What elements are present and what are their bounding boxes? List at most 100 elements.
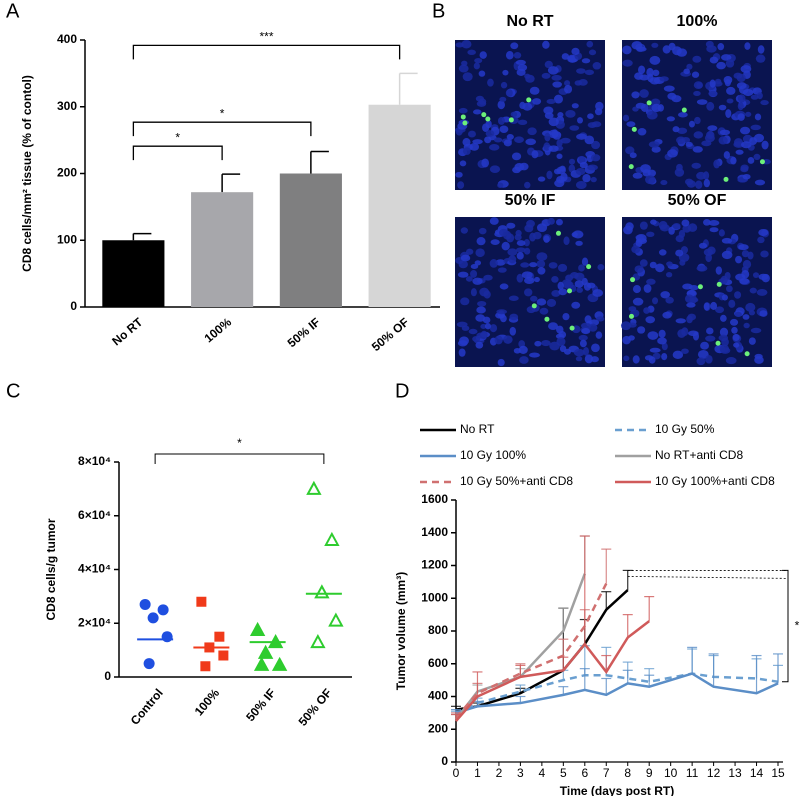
- nucleus: [634, 72, 644, 80]
- nucleus: [631, 91, 640, 99]
- nucleus: [674, 168, 685, 177]
- nucleus: [553, 94, 563, 104]
- nucleus: [733, 342, 740, 348]
- y-tick-label: 0: [441, 754, 448, 768]
- nucleus: [532, 98, 542, 105]
- nucleus: [643, 307, 651, 314]
- nucleus: [576, 133, 587, 140]
- point: [257, 644, 274, 659]
- nucleus: [592, 62, 602, 70]
- nucleus: [569, 125, 580, 131]
- nucleus: [667, 149, 678, 158]
- nucleus: [737, 113, 745, 121]
- nucleus: [743, 322, 750, 329]
- nucleus: [721, 237, 733, 244]
- nucleus: [720, 314, 727, 322]
- cd8-cell: [631, 126, 637, 132]
- cd8-cell: [744, 351, 750, 357]
- cd8-cell: [697, 284, 703, 290]
- nucleus: [645, 175, 656, 185]
- nucleus: [697, 349, 709, 359]
- nucleus: [458, 348, 466, 357]
- nucleus: [459, 160, 467, 167]
- y-tick-label: 8×10⁴: [78, 454, 111, 468]
- nucleus: [728, 299, 736, 308]
- cd8-cell: [646, 100, 652, 106]
- nucleus: [507, 248, 518, 256]
- nucleus: [725, 285, 733, 293]
- nucleus: [544, 60, 553, 69]
- nucleus: [587, 113, 594, 120]
- nucleus: [474, 260, 482, 266]
- nucleus: [716, 61, 726, 70]
- cd8-cell: [462, 120, 468, 126]
- nucleus: [735, 149, 744, 155]
- significance-bracket: [132, 44, 401, 60]
- legend-label: 10 Gy 100%+anti CD8: [655, 474, 775, 488]
- nucleus: [662, 45, 671, 54]
- nucleus: [590, 356, 599, 363]
- nucleus: [639, 221, 648, 230]
- nucleus: [543, 142, 551, 151]
- nucleus: [651, 146, 661, 153]
- nucleus: [564, 84, 573, 94]
- cd8-cell: [630, 277, 636, 283]
- nucleus: [489, 259, 498, 268]
- nucleus: [499, 96, 507, 102]
- nucleus: [591, 140, 601, 150]
- nucleus: [652, 297, 659, 305]
- nucleus: [473, 62, 480, 70]
- x-tick-label: 50% IF: [285, 315, 323, 350]
- nucleus: [726, 98, 734, 104]
- nucleus: [694, 116, 701, 125]
- micrograph-title: 50% OF: [668, 192, 727, 209]
- x-tick-label: 9: [646, 766, 653, 780]
- nucleus: [695, 180, 703, 189]
- x-tick-label: 8: [624, 766, 631, 780]
- nucleus: [527, 127, 537, 136]
- nucleus: [524, 276, 535, 285]
- nucleus: [632, 297, 644, 306]
- nucleus: [650, 98, 661, 106]
- nucleus: [479, 51, 487, 59]
- nucleus: [556, 325, 564, 334]
- x-tick-label: 50% IF: [243, 686, 278, 724]
- nucleus: [509, 313, 519, 321]
- legend-label: No RT: [460, 422, 495, 436]
- nucleus: [649, 55, 661, 65]
- nucleus: [547, 217, 555, 225]
- nucleus: [645, 316, 656, 324]
- nucleus: [458, 107, 468, 114]
- nucleus: [581, 58, 591, 64]
- nucleus: [639, 89, 649, 98]
- nucleus: [752, 272, 760, 278]
- x-tick-label: 12: [707, 766, 721, 780]
- nucleus: [665, 296, 674, 304]
- nucleus: [485, 130, 495, 137]
- nucleus: [462, 72, 473, 82]
- nucleus: [647, 169, 656, 177]
- nucleus: [529, 232, 536, 242]
- bar: [279, 173, 342, 307]
- nucleus: [750, 94, 759, 100]
- y-tick-label: 300: [57, 99, 77, 113]
- nucleus: [668, 226, 675, 235]
- y-axis-label: CD8 cells/mm² tissue (% of contol): [20, 75, 34, 272]
- nucleus: [575, 356, 583, 362]
- nucleus: [508, 255, 517, 264]
- nucleus: [754, 356, 764, 364]
- nucleus: [455, 171, 463, 178]
- nucleus: [685, 141, 693, 147]
- nucleus: [756, 92, 763, 100]
- panel-label: B: [432, 0, 445, 22]
- nucleus: [655, 263, 665, 273]
- nucleus: [632, 285, 641, 294]
- y-tick-label: 1600: [421, 492, 448, 506]
- nucleus: [693, 81, 704, 90]
- nucleus: [628, 306, 637, 312]
- nucleus: [691, 71, 700, 78]
- cd8-cell: [531, 303, 537, 309]
- legend-label: No RT+anti CD8: [655, 448, 743, 462]
- nucleus: [718, 334, 729, 342]
- nucleus: [690, 297, 699, 303]
